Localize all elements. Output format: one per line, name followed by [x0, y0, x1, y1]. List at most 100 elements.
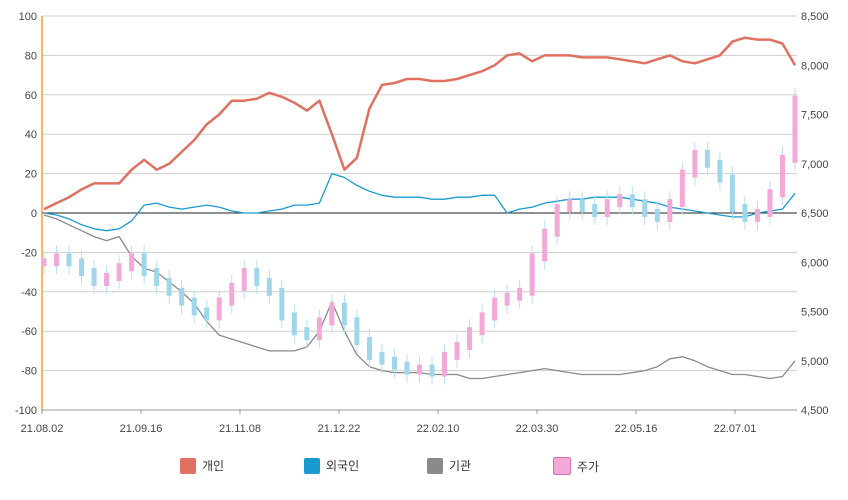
stock-price-candle: [554, 204, 560, 237]
stock-price-candle: [379, 351, 385, 365]
stock-price-candle: [229, 282, 235, 306]
y-right-tick-label: 8,000: [801, 60, 829, 72]
stock-price-candle: [779, 154, 785, 198]
stock-price-candle: [391, 356, 397, 370]
stock-price-candle: [179, 287, 185, 306]
legend-swatch: [304, 457, 320, 474]
stock-price-candle: [604, 199, 610, 217]
stock-price-candle: [141, 253, 147, 277]
stock-price-candle: [341, 302, 347, 326]
stock-price-candle: [704, 149, 710, 168]
stock-price-candle: [754, 209, 760, 222]
stock-price-candle: [279, 287, 285, 321]
y-left-tick-label: 40: [25, 129, 37, 141]
x-tick-label: 22.05.16: [615, 423, 658, 435]
stock-price-candle: [304, 327, 310, 341]
y-right-tick-label: 6,000: [801, 257, 829, 269]
y-left-tick-label: -20: [21, 247, 37, 259]
stock-price-candle: [166, 277, 172, 296]
stock-price-candle: [529, 253, 535, 296]
stock-price-candle: [792, 95, 798, 163]
stock-price-candle: [567, 199, 573, 213]
stock-price-candle: [517, 287, 523, 301]
stock-price-candle: [667, 199, 673, 222]
stock-price-candle: [241, 268, 247, 291]
stock-price-candle: [617, 194, 623, 208]
stock-price-candle: [191, 297, 197, 316]
stock-price-candle: [79, 258, 85, 277]
legend-label: 개인: [202, 459, 225, 473]
stock-price-candle: [629, 194, 635, 208]
stock-price-candle: [504, 292, 510, 306]
legend-swatch: [427, 457, 443, 474]
stock-price-candle: [154, 268, 160, 286]
stock-price-candle: [216, 297, 222, 321]
legend-item[interactable]: 개인: [180, 457, 224, 474]
x-tick-label: 21.11.08: [219, 423, 261, 435]
series-line-0: [43, 36, 797, 211]
stock-price-candle: [717, 159, 723, 183]
stock-price-candle: [129, 253, 135, 272]
stock-price-candle: [692, 149, 698, 178]
stock-price-candle: [91, 268, 97, 286]
legend-label: 주가: [577, 459, 600, 474]
y-right-tick-label: 5,500: [801, 307, 829, 319]
stock-price-candle: [467, 327, 473, 350]
stock-price-candle: [366, 337, 372, 360]
stock-price-candle: [429, 364, 435, 377]
stock-price-candle: [329, 302, 335, 326]
stock-price-candle: [729, 174, 735, 213]
stock-price-candle: [767, 189, 773, 217]
stock-price-candle: [742, 204, 748, 222]
y-right-tick-label: 6,500: [801, 208, 829, 220]
stock-price-candle: [204, 307, 210, 321]
stock-price-candle: [316, 317, 322, 341]
legend-item[interactable]: 외국인: [304, 457, 359, 474]
x-tick-label: 21.09.16: [120, 423, 163, 435]
y-right-tick-label: 8,500: [801, 11, 829, 23]
series-line-2: [43, 214, 796, 380]
stock-price-candle: [654, 209, 660, 222]
stock-price-candle: [266, 277, 272, 296]
stock-price-candle: [41, 258, 47, 267]
x-tick-label: 21.12.22: [318, 423, 361, 435]
stock-price-candle: [291, 312, 297, 336]
stock-price-candle: [454, 341, 460, 360]
stock-price-candle: [54, 253, 60, 267]
y-left-tick-label: -40: [21, 287, 37, 299]
y-right-tick-label: 5,000: [801, 356, 829, 368]
stock-price-candle: [592, 204, 598, 217]
stock-price-candle: [417, 364, 422, 375]
legend-label: 외국인: [326, 459, 360, 473]
stock-price-candle: [479, 312, 485, 336]
x-tick-label: 22.03.30: [516, 423, 559, 435]
x-tick-label: 22.02.10: [417, 423, 460, 435]
stock-price-candle: [579, 199, 585, 213]
stock-price-candle: [492, 297, 498, 321]
stock-price-candle: [442, 351, 448, 377]
stock-price-candle: [254, 268, 260, 286]
y-left-tick-label: 20: [25, 169, 37, 181]
stock-price-candle: [679, 169, 685, 208]
stock-price-candle: [642, 199, 648, 217]
y-right-tick-label: 7,500: [801, 110, 829, 122]
x-tick-label: 21.08.02: [21, 423, 64, 435]
y-left-tick-label: -100: [15, 405, 37, 417]
y-left-tick-label: -80: [21, 366, 37, 378]
stock-price-candle: [542, 228, 548, 262]
legend-swatch: [553, 457, 571, 475]
y-left-tick-label: 0: [31, 208, 37, 220]
y-left-tick-label: 100: [19, 11, 37, 23]
stock-price-candle: [104, 273, 110, 286]
legend-item[interactable]: 주가: [553, 457, 599, 475]
y-right-tick-label: 7,000: [801, 159, 829, 171]
legend: 개인 외국인 기관 주가: [0, 457, 848, 477]
stock-price-candle: [66, 253, 72, 267]
legend-item[interactable]: 기관: [427, 457, 471, 474]
x-tick-label: 22.07.01: [714, 423, 757, 435]
stock-price-candle: [116, 263, 122, 282]
y-right-tick-label: 4,500: [801, 405, 829, 417]
legend-label: 기관: [449, 459, 472, 473]
